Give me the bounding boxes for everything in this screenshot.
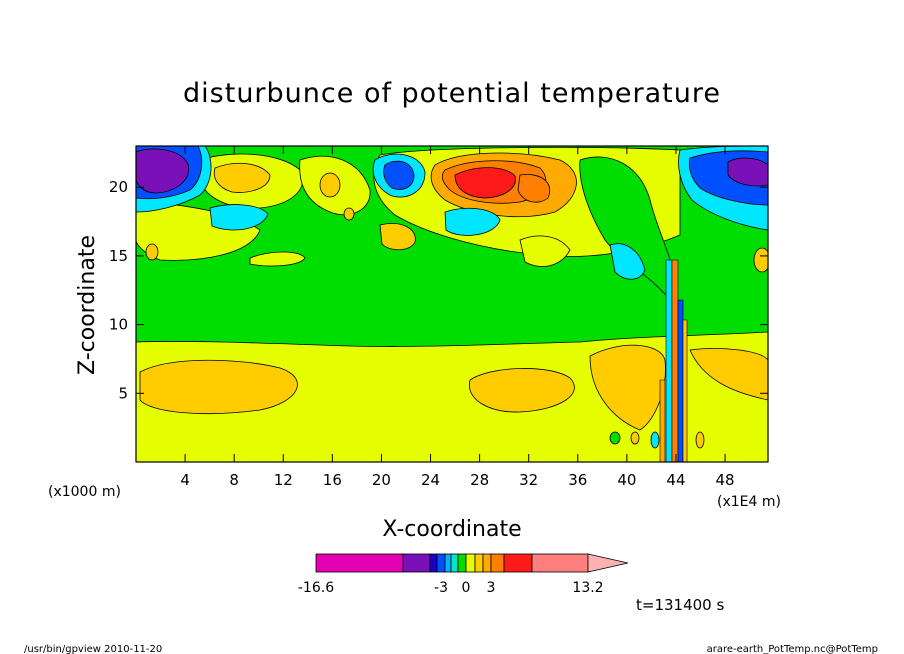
- colorbar-segment: [402, 553, 431, 573]
- column-osc-2: [671, 259, 679, 462]
- colorbar-segment: [315, 553, 404, 573]
- colorbar-label-neg3: -3: [434, 580, 448, 596]
- column-osc-4: [682, 319, 688, 462]
- plot-frame: [135, 145, 769, 463]
- blob-1: [145, 243, 159, 261]
- region-upper-yellow-5: [249, 251, 306, 267]
- x-tick-label: 32: [519, 471, 538, 489]
- x-tick-label: 44: [666, 471, 685, 489]
- region-upper-yellow-2: [136, 199, 261, 261]
- x-tick-label: 40: [617, 471, 636, 489]
- colorbar-segment: [457, 553, 467, 573]
- region-warm-mid-2: [517, 174, 551, 203]
- footer-left: /usr/bin/gpview 2010-11-20: [24, 644, 162, 654]
- colorbar-segment: [531, 553, 589, 573]
- blob-4: [609, 431, 621, 445]
- x-tick-label: 4: [180, 471, 190, 489]
- blob-8: [753, 247, 768, 273]
- y-axis: 5 10 15 20: [109, 178, 768, 402]
- x-tick-label: 36: [568, 471, 587, 489]
- region-upper-yellow-6: [519, 235, 571, 267]
- colorbar-label-pos3: 3: [487, 580, 496, 596]
- column-osc-1: [665, 259, 673, 462]
- region-cold-top-2-core: [383, 160, 415, 190]
- chart-title: disturbunce of potential temperature: [183, 78, 721, 109]
- colorbar-label-max: 13.2: [572, 580, 603, 596]
- column-osc-5: [659, 379, 666, 462]
- colorbar-segment: [436, 553, 446, 573]
- region-lower-left-positive: [139, 359, 298, 415]
- footer-right: arare-earth_PotTemp.nc@PotTemp: [707, 644, 878, 654]
- blob-5: [630, 431, 640, 445]
- x-unit-left: (x1000 m): [48, 484, 121, 500]
- blob-7: [695, 431, 705, 449]
- region-cold-mid-1: [209, 204, 269, 231]
- contour-field: [136, 146, 768, 462]
- x-tick-label: 24: [421, 471, 440, 489]
- region-lower-right-positive: [589, 344, 666, 431]
- colorbar-segment: [450, 553, 459, 573]
- x-tick-label: 28: [470, 471, 489, 489]
- blob-3: [319, 172, 341, 198]
- colorbar-segment: [503, 553, 533, 573]
- time-label: t=131400 s: [636, 596, 724, 614]
- y-tick-label: 10: [109, 316, 128, 334]
- y-tick-label: 15: [109, 247, 128, 265]
- colorbar: [315, 553, 629, 573]
- x-tick-label: 48: [716, 471, 735, 489]
- colorbar-label-zero: 0: [462, 580, 471, 596]
- region-upper-orange-2: [379, 223, 416, 251]
- region-warm-core: [454, 167, 516, 199]
- x-axis: 4 8 12 16 20 24 28 32 36 40 44 48: [180, 146, 735, 489]
- colorbar-segment: [465, 553, 476, 573]
- colorbar-segment: [444, 553, 452, 573]
- region-cold-right-1: [609, 243, 646, 280]
- colorbar-label-min: -16.6: [298, 580, 334, 596]
- y-tick-label: 5: [118, 384, 128, 402]
- colorbar-segment: [490, 553, 505, 573]
- region-lower-right-positive-2: [689, 348, 768, 401]
- region-cold-right-core: [727, 157, 768, 187]
- colorbar-segment: [474, 553, 484, 573]
- region-lower-mid-positive: [469, 368, 575, 413]
- region-cold-mid-2: [444, 207, 501, 236]
- blob-6: [650, 431, 660, 449]
- x-tick-label: 12: [274, 471, 293, 489]
- blob-2: [343, 207, 355, 221]
- colorbar-segment: [482, 553, 492, 573]
- column-osc-3: [677, 299, 684, 462]
- colorbar-overflow-arrow: [587, 553, 629, 573]
- x-axis-label: X-coordinate: [382, 517, 521, 542]
- x-tick-label: 16: [323, 471, 342, 489]
- region-upper-orange-1: [213, 162, 271, 193]
- x-unit-right: (x1E4 m): [717, 494, 781, 510]
- y-tick-label: 20: [109, 178, 128, 196]
- y-axis-label: Z-coordinate: [75, 235, 100, 375]
- x-tick-label: 20: [372, 471, 391, 489]
- x-tick-label: 8: [229, 471, 239, 489]
- colorbar-segment: [429, 553, 438, 573]
